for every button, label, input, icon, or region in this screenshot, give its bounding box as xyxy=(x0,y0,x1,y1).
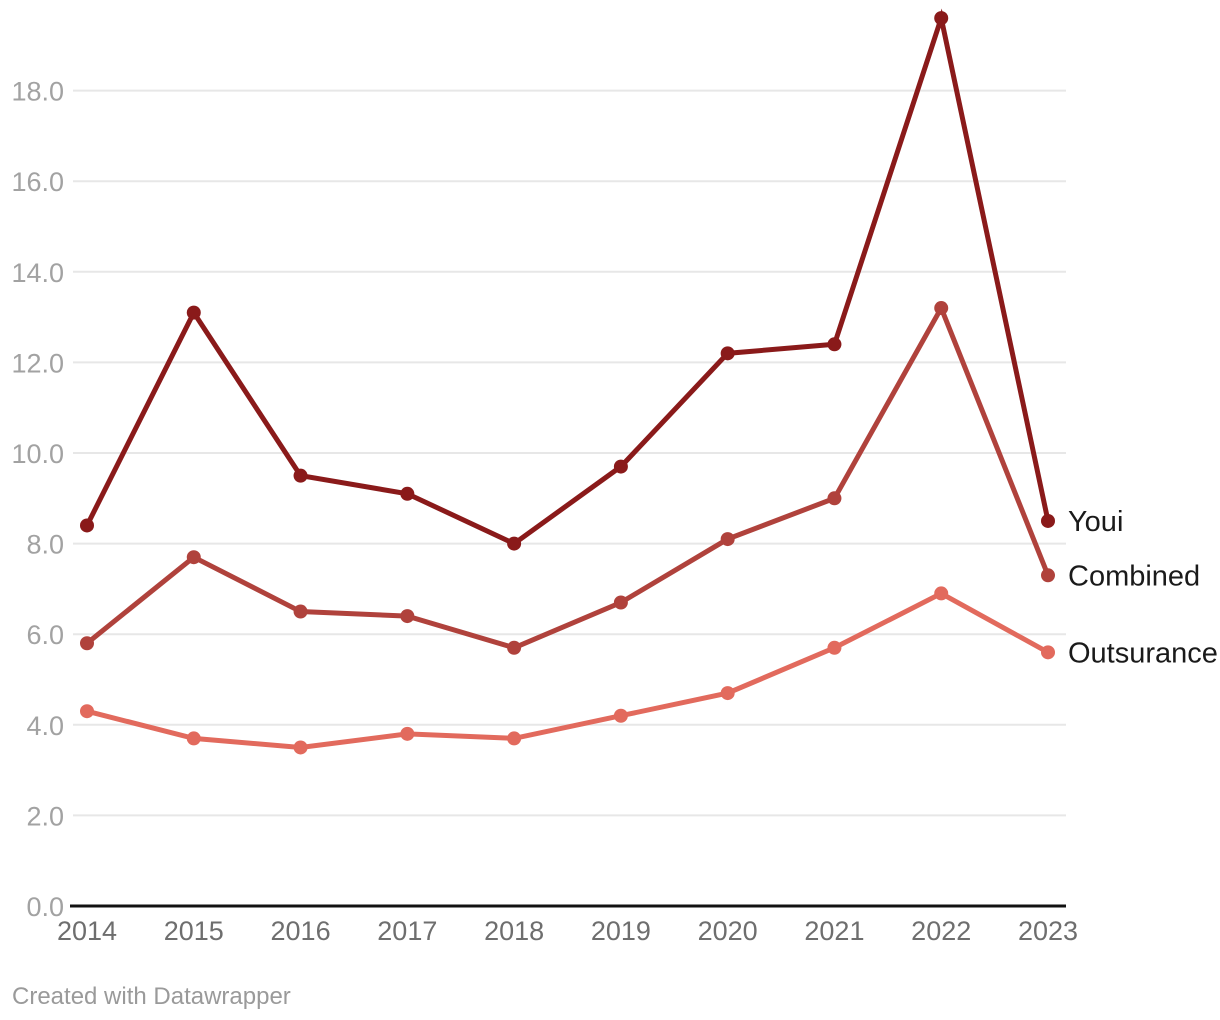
datawrapper-attribution[interactable]: Created with Datawrapper xyxy=(12,983,291,1010)
y-tick-label-14: 14.0 xyxy=(11,258,64,288)
series-label-youi: Youi xyxy=(1068,506,1123,538)
point-outsurance-2022[interactable] xyxy=(934,586,949,601)
series-label-combined: Combined xyxy=(1068,560,1200,592)
point-combined-2021[interactable] xyxy=(827,491,842,506)
point-outsurance-2019[interactable] xyxy=(613,708,628,723)
x-tick-label-2019: 2019 xyxy=(591,916,651,946)
point-outsurance-2015[interactable] xyxy=(186,731,201,746)
y-tick-label-2: 2.0 xyxy=(26,801,64,831)
point-combined-2018[interactable] xyxy=(507,640,522,655)
point-outsurance-2014[interactable] xyxy=(80,704,94,719)
point-outsurance-2016[interactable] xyxy=(293,740,308,755)
point-youi-2021[interactable] xyxy=(827,337,842,352)
line-youi xyxy=(84,8,1051,547)
x-tick-label-2014: 2014 xyxy=(57,916,117,946)
y-tick-label-8: 8.0 xyxy=(26,530,64,560)
point-combined-2020[interactable] xyxy=(720,532,735,547)
y-tick-label-12: 12.0 xyxy=(11,348,64,378)
x-tick-label-2015: 2015 xyxy=(164,916,224,946)
x-tick-label-2021: 2021 xyxy=(804,916,864,946)
x-tick-label-2020: 2020 xyxy=(698,916,758,946)
point-youi-2014[interactable] xyxy=(80,518,94,533)
point-outsurance-2023[interactable] xyxy=(1041,645,1055,660)
point-youi-2018[interactable] xyxy=(507,536,522,551)
point-youi-2023[interactable] xyxy=(1041,513,1055,528)
point-combined-2016[interactable] xyxy=(293,604,308,619)
point-combined-2017[interactable] xyxy=(400,609,415,624)
y-tick-label-16: 16.0 xyxy=(11,167,64,197)
point-youi-2016[interactable] xyxy=(293,468,308,483)
y-tick-label-4: 4.0 xyxy=(26,711,64,741)
line-outsurance xyxy=(84,590,1051,750)
point-combined-2015[interactable] xyxy=(186,550,201,565)
point-outsurance-2017[interactable] xyxy=(400,726,415,741)
y-tick-label-10: 10.0 xyxy=(11,439,64,469)
point-combined-2023[interactable] xyxy=(1041,568,1055,583)
point-combined-2022[interactable] xyxy=(934,301,949,316)
y-tick-label-6: 6.0 xyxy=(26,620,64,650)
x-tick-label-2017: 2017 xyxy=(377,916,437,946)
point-youi-2022[interactable] xyxy=(934,11,949,26)
point-outsurance-2020[interactable] xyxy=(720,686,735,701)
point-combined-2014[interactable] xyxy=(80,636,94,651)
series-label-outsurance: Outsurance xyxy=(1068,637,1218,669)
x-tick-label-2018: 2018 xyxy=(484,916,544,946)
point-combined-2019[interactable] xyxy=(613,595,628,610)
point-youi-2017[interactable] xyxy=(400,486,415,501)
x-tick-label-2022: 2022 xyxy=(911,916,971,946)
y-tick-label-0: 0.0 xyxy=(26,892,64,922)
x-tick-label-2016: 2016 xyxy=(271,916,331,946)
point-outsurance-2021[interactable] xyxy=(827,640,842,655)
point-youi-2019[interactable] xyxy=(613,459,628,474)
point-youi-2020[interactable] xyxy=(720,346,735,361)
point-outsurance-2018[interactable] xyxy=(507,731,522,746)
y-tick-label-18: 18.0 xyxy=(11,77,64,107)
point-youi-2015[interactable] xyxy=(186,305,201,320)
x-tick-label-2023: 2023 xyxy=(1018,916,1078,946)
line-chart: 0.0 2.0 4.0 6.0 8.0 10.0 12.0 14.0 16.0 18.0 2014 2… xyxy=(11,8,1218,946)
line-combined xyxy=(84,302,1051,651)
